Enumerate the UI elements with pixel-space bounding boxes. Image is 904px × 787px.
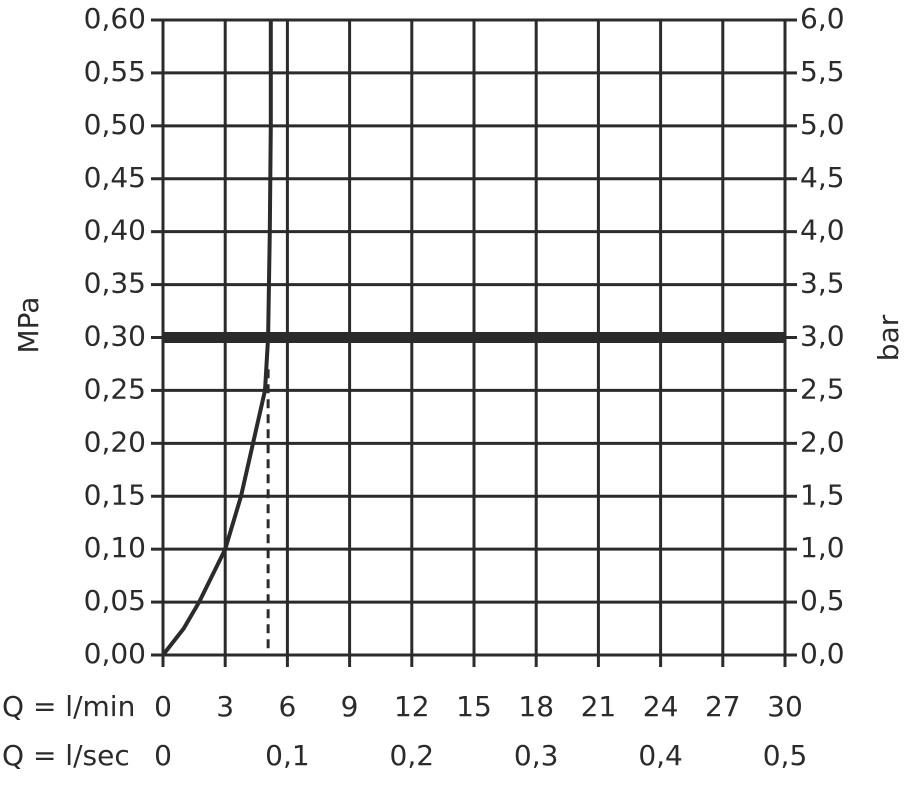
x-tick-label: 6 bbox=[278, 690, 296, 723]
y2-tick-label: 1,5 bbox=[800, 478, 845, 511]
y-tick-label: 0,10 bbox=[84, 531, 146, 564]
y2-tick-label: 0,0 bbox=[800, 637, 845, 670]
y-tick-label: 0,20 bbox=[84, 425, 146, 458]
x2-tick-label: 0 bbox=[154, 739, 172, 772]
x-tick-label: 30 bbox=[767, 690, 803, 723]
y-tick-label: 0,60 bbox=[84, 2, 146, 35]
y-tick-label: 0,35 bbox=[84, 267, 146, 300]
y-tick-label: 0,45 bbox=[84, 161, 146, 194]
x2-tick-label: 0,4 bbox=[638, 739, 683, 772]
x-tick-label: 24 bbox=[643, 690, 679, 723]
x-tick-label: 21 bbox=[581, 690, 617, 723]
y2-tick-label: 6,0 bbox=[800, 2, 845, 35]
x2-tick-label: 0,5 bbox=[763, 739, 808, 772]
y2-tick-label: 5,0 bbox=[800, 108, 845, 141]
x-tick-label: 18 bbox=[518, 690, 554, 723]
y2-tick-label: 2,5 bbox=[800, 372, 845, 405]
x-tick-label: 9 bbox=[341, 690, 359, 723]
y-tick-label: 0,00 bbox=[84, 637, 146, 670]
y-tick-label: 0,40 bbox=[84, 214, 146, 247]
y2-tick-label: 3,5 bbox=[800, 267, 845, 300]
y2-tick-label: 0,5 bbox=[800, 584, 845, 617]
x2-tick-label: 0,2 bbox=[390, 739, 435, 772]
y-axis-label: MPa bbox=[12, 297, 45, 354]
y-tick-label: 0,15 bbox=[84, 478, 146, 511]
x-axis-label: Q = l/min bbox=[2, 690, 135, 723]
y2-axis-label: bar bbox=[872, 314, 904, 361]
x-tick-label: 0 bbox=[154, 690, 172, 723]
y-tick-label: 0,05 bbox=[84, 584, 146, 617]
y2-tick-label: 3,0 bbox=[800, 320, 845, 353]
x2-tick-label: 0,3 bbox=[514, 739, 559, 772]
x-tick-label: 27 bbox=[705, 690, 741, 723]
y2-tick-label: 1,0 bbox=[800, 531, 845, 564]
x-tick-label: 12 bbox=[394, 690, 430, 723]
y-tick-label: 0,55 bbox=[84, 55, 146, 88]
y2-tick-label: 2,0 bbox=[800, 425, 845, 458]
y-tick-label: 0,50 bbox=[84, 108, 146, 141]
y-tick-label: 0,30 bbox=[84, 320, 146, 353]
y2-tick-label: 4,0 bbox=[800, 214, 845, 247]
x-tick-label: 3 bbox=[216, 690, 234, 723]
y-tick-label: 0,25 bbox=[84, 372, 146, 405]
y2-tick-label: 4,5 bbox=[800, 161, 845, 194]
curve bbox=[161, 20, 273, 657]
y2-tick-label: 5,5 bbox=[800, 55, 845, 88]
x2-axis-label: Q = l/sec bbox=[2, 739, 130, 772]
x-tick-label: 15 bbox=[456, 690, 492, 723]
x2-tick-label: 0,1 bbox=[265, 739, 310, 772]
